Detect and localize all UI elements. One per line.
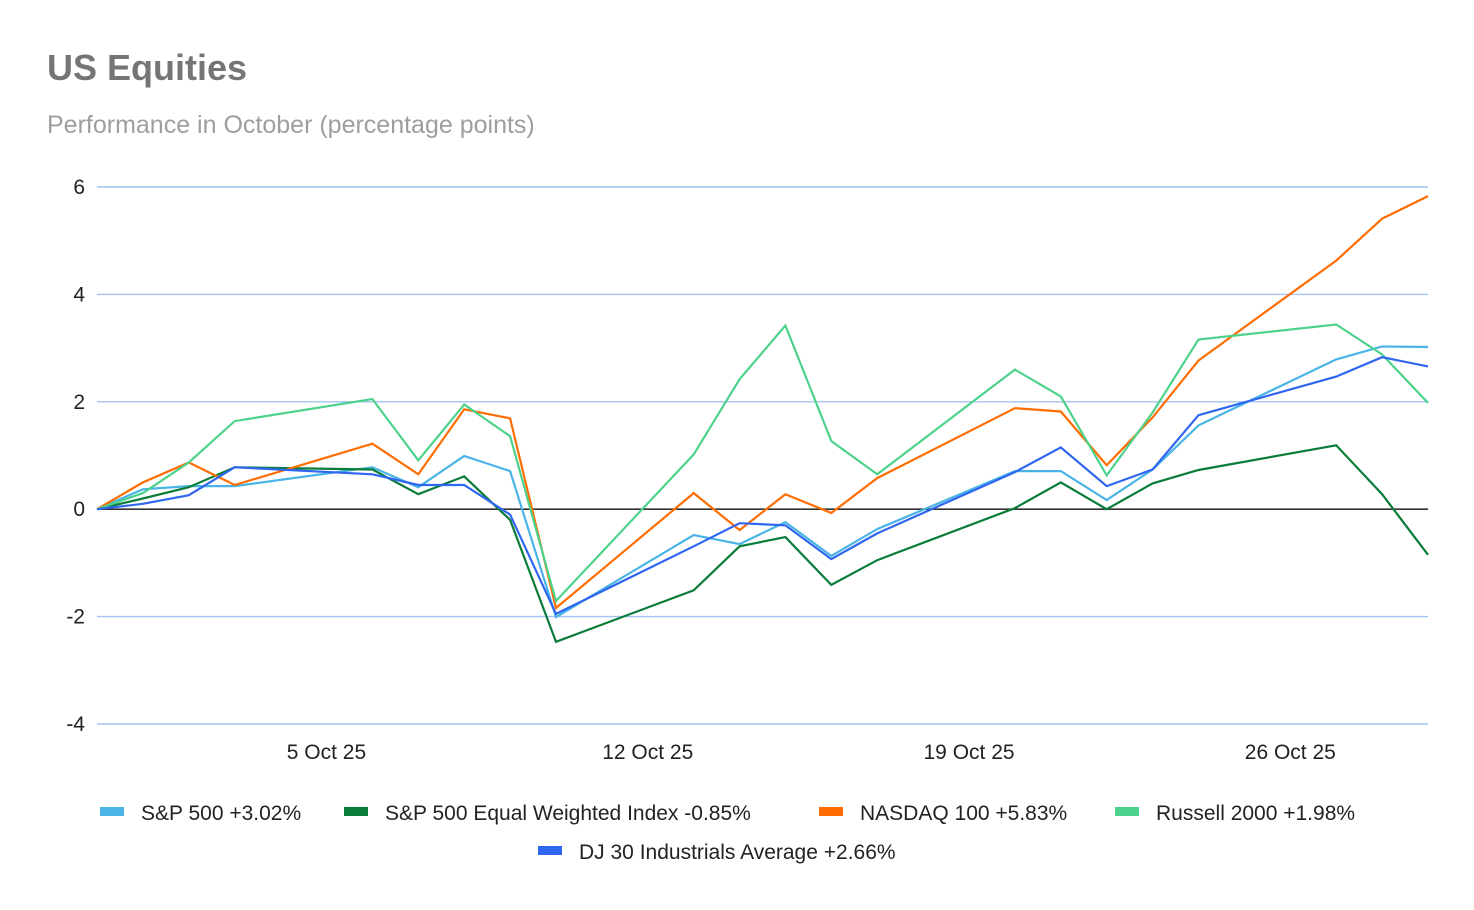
x-tick-label: 19 Oct 25 — [924, 741, 1015, 764]
legend-swatch — [819, 807, 843, 816]
x-axis: 5 Oct 25 12 Oct 25 19 Oct 25 26 Oct 25 — [287, 741, 1336, 764]
x-tick-label: 12 Oct 25 — [602, 741, 693, 764]
legend-swatch — [100, 807, 124, 816]
y-axis: 6 4 2 0 -2 -4 — [66, 176, 85, 736]
legend-label: NASDAQ 100 +5.83% — [860, 802, 1067, 825]
series-line-3 — [96, 323, 1429, 604]
legend-label: Russell 2000 +1.98% — [1156, 802, 1355, 825]
y-tick-label: 6 — [73, 176, 85, 199]
series-line-0 — [96, 345, 1429, 619]
legend: S&P 500 +3.02% S&P 500 Equal Weighted Ind… — [100, 802, 1355, 864]
y-tick-label: -2 — [66, 606, 85, 629]
series-line-1 — [96, 444, 1429, 644]
series-line-2 — [96, 195, 1429, 610]
x-tick-label: 26 Oct 25 — [1245, 741, 1336, 764]
series-line-4 — [96, 356, 1429, 616]
legend-swatch — [344, 807, 368, 816]
legend-swatch — [1115, 807, 1139, 816]
legend-label: S&P 500 +3.02% — [141, 802, 301, 825]
chart-subtitle: Performance in October (percentage point… — [47, 111, 535, 139]
legend-label: S&P 500 Equal Weighted Index -0.85% — [385, 802, 751, 825]
chart-title: US Equities — [47, 47, 248, 88]
gridlines — [97, 186, 1428, 725]
y-tick-label: 2 — [73, 391, 85, 414]
y-tick-label: -4 — [66, 713, 85, 736]
y-tick-label: 4 — [73, 283, 85, 306]
series-lines — [96, 195, 1429, 644]
x-tick-label: 5 Oct 25 — [287, 741, 366, 764]
y-tick-label: 0 — [73, 498, 85, 521]
legend-swatch — [538, 846, 562, 855]
legend-label: DJ 30 Industrials Average +2.66% — [579, 841, 896, 864]
